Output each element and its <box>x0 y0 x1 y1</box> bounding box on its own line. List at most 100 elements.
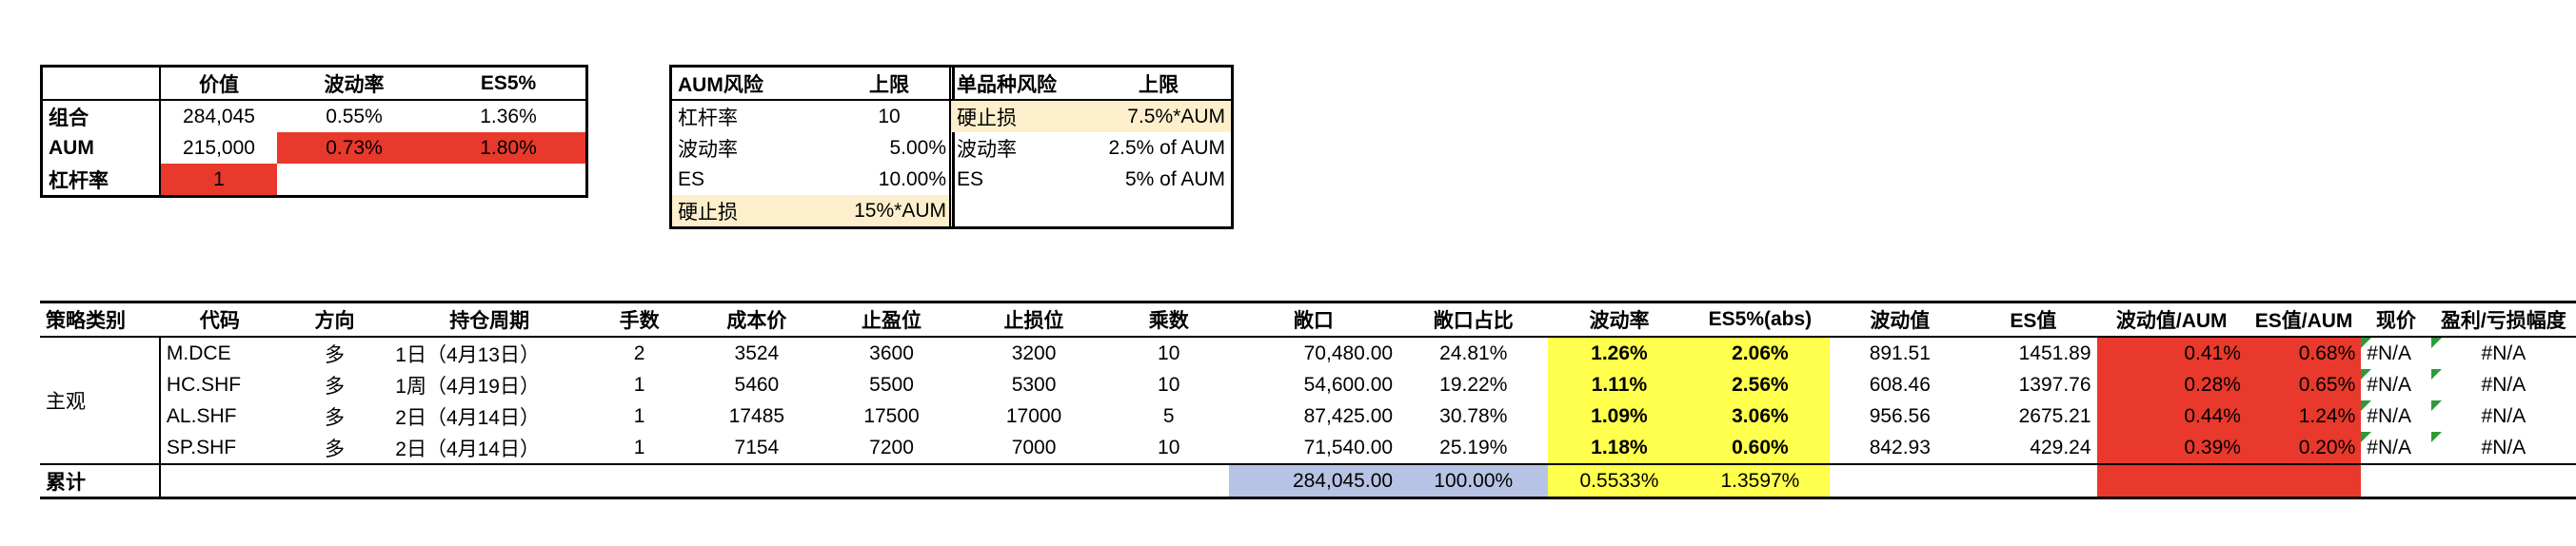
aum-limits-label: 硬止损 <box>670 195 826 228</box>
single-limits-empty-cell <box>1086 195 1233 228</box>
single-limits-row-empty <box>950 195 1233 228</box>
cell-multiplier: 10 <box>1158 341 1180 364</box>
cell-price: #N/A <box>2361 400 2430 432</box>
cell-exposure-share: 25.19% <box>1439 436 1508 458</box>
cell-volatility: 1.26% <box>1548 337 1691 369</box>
header-code: 代码 <box>159 302 280 338</box>
cell-cost: 5460 <box>734 373 780 396</box>
cell-code: HC.SHF <box>166 373 242 396</box>
single-limits-header-label: 单品种风险 <box>950 66 1086 101</box>
header-vol-aum: 波动值/AUM <box>2096 302 2247 338</box>
total-exposure: 284,045.00 <box>1228 463 1399 499</box>
aum-limits-row: 硬止损 15%*AUM <box>670 195 954 228</box>
aum-limits-table: AUM风险 上限 杠杆率 10 波动率 5.00% ES 10.00% 硬止损 … <box>669 65 955 229</box>
header-es-aum: ES值/AUM <box>2246 302 2362 338</box>
aum-limits-row: 波动率 5.00% <box>671 132 954 164</box>
cell-direction: 多 <box>325 375 346 398</box>
cell-period: 2日（4月14日） <box>395 438 540 460</box>
cell-cost: 3524 <box>734 341 780 364</box>
header-pnl: 盈利/亏损幅度 <box>2430 302 2576 338</box>
header-period: 持仓周期 <box>389 302 590 338</box>
table-row: HC.SHF 多 1周（4月19日） 1 5460 5500 5300 10 5… <box>40 369 2576 400</box>
total-row: 累计 284,045.00 100.00% 0.5533% 1.3597% <box>40 463 2576 499</box>
aum-limits-header-limit: 上限 <box>826 66 954 101</box>
single-limits-header-row: 单品种风险 上限 <box>950 66 1233 101</box>
summary-es <box>431 164 587 197</box>
header-lots: 手数 <box>589 302 690 338</box>
summary-value: 284,045 <box>183 105 255 127</box>
single-limits-label: ES <box>957 167 984 190</box>
cell-multiplier: 10 <box>1158 373 1180 396</box>
cell-vol-aum: 0.28% <box>2096 369 2247 400</box>
cell-vol-aum: 0.39% <box>2096 432 2247 464</box>
cell-code: SP.SHF <box>166 436 237 458</box>
cell-exposure: 70,480.00 <box>1303 341 1394 364</box>
cell-stop-loss: 3200 <box>1011 341 1057 364</box>
summary-vol <box>277 164 431 197</box>
cell-es: 3.06% <box>1690 400 1831 432</box>
total-empty-cell <box>1970 463 2097 499</box>
cell-code: AL.SHF <box>166 404 237 427</box>
cell-direction: 多 <box>325 438 346 460</box>
cell-take-profit: 17500 <box>863 404 920 427</box>
cell-period: 2日（4月14日） <box>395 406 540 429</box>
summary-header-vol: 波动率 <box>277 66 431 101</box>
cell-stop-loss: 7000 <box>1011 436 1057 458</box>
cell-cost: 7154 <box>734 436 780 458</box>
cell-es-value: 1451.89 <box>2018 341 2091 364</box>
header-volatility: 波动率 <box>1548 302 1691 338</box>
cell-pnl: #N/A <box>2430 400 2576 432</box>
cell-es: 0.60% <box>1690 432 1831 464</box>
cell-multiplier: 10 <box>1158 436 1180 458</box>
total-es: 1.3597% <box>1690 463 1831 499</box>
single-limits-value: 7.5%*AUM <box>1086 100 1233 132</box>
total-label: 累计 <box>40 463 161 499</box>
header-multiplier: 乘数 <box>1108 302 1229 338</box>
cell-multiplier: 5 <box>1162 404 1175 427</box>
header-es-value: ES值 <box>1970 302 2097 338</box>
positions-header-row: 策略类别 代码 方向 持仓周期 手数 成本价 止盈位 止损位 乘数 敞口 敞口占… <box>40 302 2576 338</box>
cell-period: 1日（4月13日） <box>395 343 540 366</box>
summary-row-aum: AUM 215,000 0.73% 1.80% <box>41 132 587 164</box>
summary-row-label: 组合 <box>41 100 161 132</box>
cell-exposure-share: 24.81% <box>1439 341 1508 364</box>
aum-limits-value: 10 <box>878 105 901 127</box>
total-empty-cell <box>689 463 824 499</box>
single-limits-empty-cell <box>950 195 1086 228</box>
header-exposure-share: 敞口占比 <box>1398 302 1549 338</box>
summary-vol: 0.55% <box>326 105 383 127</box>
aum-limits-label: ES <box>678 167 705 190</box>
aum-limits-value: 5.00% <box>889 136 946 159</box>
aum-limits-row: 杠杆率 10 <box>671 100 954 132</box>
cell-vol-value: 842.93 <box>1869 436 1931 458</box>
cell-exposure: 54,600.00 <box>1303 373 1394 396</box>
single-limits-header-limit: 上限 <box>1086 66 1233 101</box>
header-cost: 成本价 <box>689 302 824 338</box>
aum-limits-value: 10.00% <box>878 167 946 190</box>
cell-price: #N/A <box>2361 337 2430 369</box>
header-take-profit: 止盈位 <box>823 302 960 338</box>
cell-vol-value: 891.51 <box>1869 341 1931 364</box>
cell-es-value: 2675.21 <box>2018 404 2091 427</box>
cell-take-profit: 3600 <box>869 341 914 364</box>
cell-exposure: 71,540.00 <box>1303 436 1394 458</box>
total-empty-cell <box>2361 463 2431 499</box>
cell-es-aum: 0.65% <box>2246 369 2362 400</box>
aum-limits-header-row: AUM风险 上限 <box>670 66 954 101</box>
cell-period: 1周（4月19日） <box>395 375 540 398</box>
cell-vol-value: 608.46 <box>1869 373 1931 396</box>
summary-header-value: 价值 <box>160 66 277 101</box>
single-limits-value: 5% of AUM <box>1124 167 1225 190</box>
cell-es: 2.06% <box>1690 337 1831 369</box>
cell-price: #N/A <box>2361 369 2430 400</box>
cell-pnl: #N/A <box>2430 369 2576 400</box>
cell-code: M.DCE <box>166 341 231 364</box>
cell-volatility: 1.18% <box>1548 432 1691 464</box>
cell-es-aum: 0.68% <box>2246 337 2362 369</box>
cell-vol-aum: 0.41% <box>2096 337 2247 369</box>
total-empty-cell <box>159 463 280 499</box>
summary-table: 价值 波动率 ES5% 组合 284,045 0.55% 1.36% AUM 2… <box>40 65 588 198</box>
total-empty-cell <box>279 463 390 499</box>
cell-direction: 多 <box>325 343 346 366</box>
cell-cost: 17485 <box>728 404 785 427</box>
